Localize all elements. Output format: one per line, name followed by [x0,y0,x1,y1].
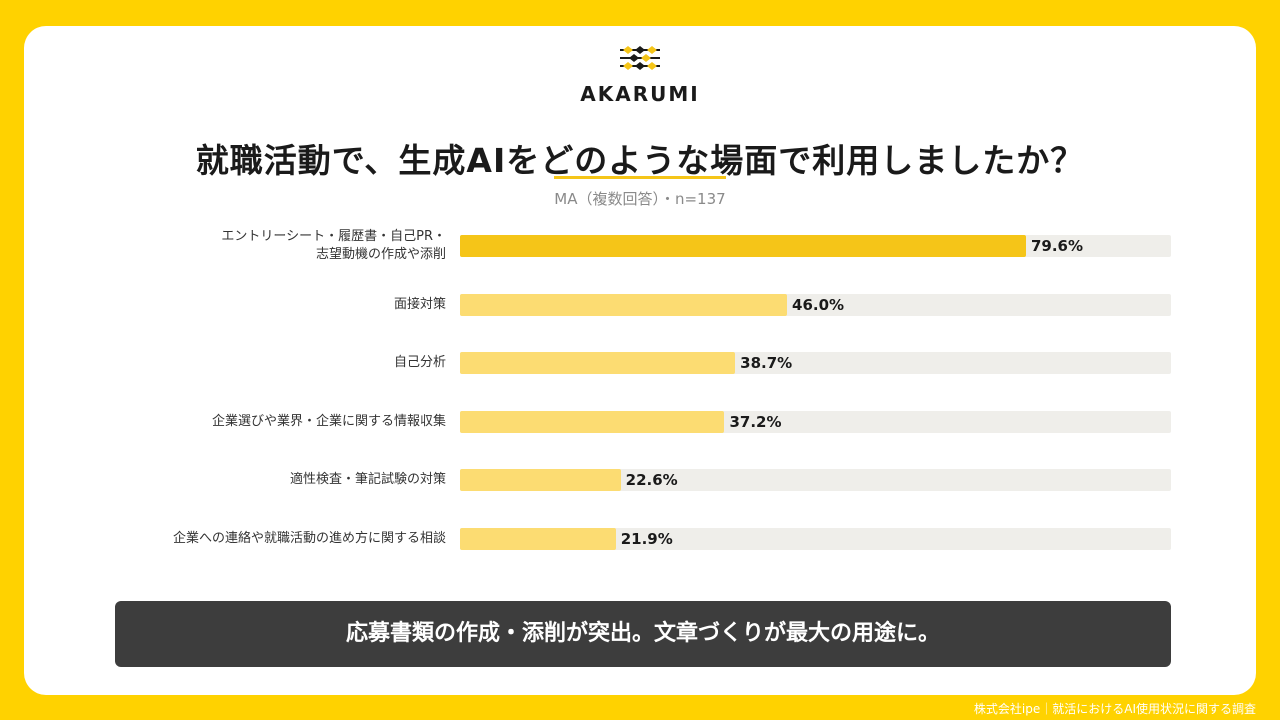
title-underline [554,176,726,179]
brand-name: AKARUMI [580,82,700,106]
bar [460,235,1026,257]
bar-value-label: 38.7% [740,354,793,373]
bar-label-line: 面接対策 [393,296,446,312]
bar [460,528,616,550]
bar-label-line: 適性検査・筆記試験の対策 [289,472,446,488]
bar-label-line: 自己分析 [393,355,446,371]
content-card: AKARUMI 就職活動で、生成AIをどのような場面で利用しましたか？ MA（複… [24,26,1256,695]
bar-track [460,235,1171,257]
bar [460,469,621,492]
bar-track [460,352,1171,375]
source-footer: 株式会社ipe｜就活におけるAI使用状況に関する調査 [973,702,1256,716]
summary-callout: 応募書類の作成・添削が突出。文章づくりが最大の用途に。 [115,601,1171,667]
bar-label: 企業選びや業界・企業に関する情報収集 [66,413,446,431]
chart-subtitle: MA（複数回答）・n=137 [554,190,726,208]
bar-label-line: 志望動機の作成や添削 [315,247,446,262]
bar-label-line: 企業選びや業界・企業に関する情報収集 [211,413,446,429]
bar-track [460,293,1171,316]
bar-value-label: 79.6% [1030,237,1083,255]
bar [460,410,725,433]
bar-label-line: 企業への連絡や就職活動の進め方に関する相談 [172,531,446,546]
bar-label: エントリーシート・履歴書・自己PR・志望動機の作成や添削 [66,228,446,264]
chart-title: 就職活動で、生成AIをどのような場面で利用しましたか？ [195,141,1085,180]
bar-label: 企業への連絡や就職活動の進め方に関する相談 [66,530,446,548]
bar-label-line: エントリーシート・履歴書・自己PR・ [221,229,446,244]
bar-value-label: 37.2% [729,412,782,431]
bar-value-label: 46.0% [792,295,845,314]
bar [460,352,736,375]
bar [460,293,788,316]
bar-track [460,469,1171,492]
bar-label: 面接対策 [66,296,446,314]
akarumi-lattice-icon [620,46,660,70]
bar-value-label: 22.6% [625,471,678,490]
bar-track [460,528,1171,550]
bar-value-label: 21.9% [620,530,673,548]
bar-label: 自己分析 [66,354,446,372]
bar-chart: エントリーシート・履歴書・自己PR・志望動機の作成や添削 79.6% 面接対策 46.… [24,26,1256,695]
bar-track [460,410,1171,433]
brand-logo: AKARUMI [24,44,1256,106]
bar-label: 適性検査・筆記試験の対策 [66,471,446,489]
